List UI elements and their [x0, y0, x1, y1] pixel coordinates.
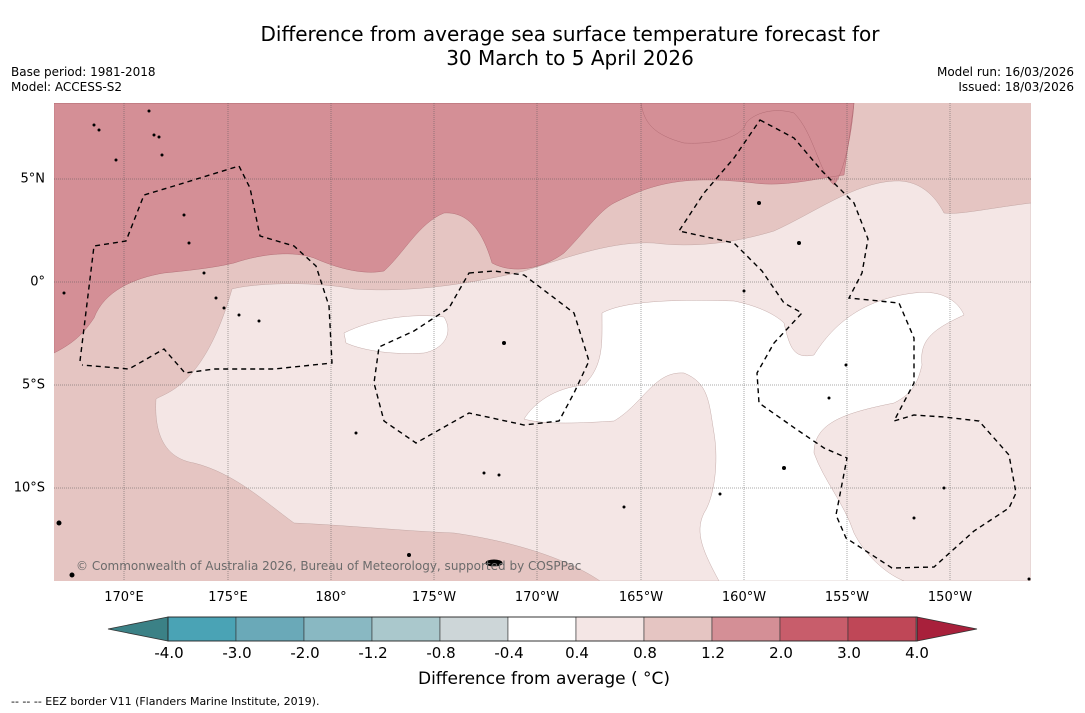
colorbar-segment	[847, 616, 917, 642]
lon-label: 175°E	[208, 590, 248, 605]
colorbar-segment	[711, 616, 781, 642]
title-line-1: Difference from average sea surface temp…	[260, 22, 880, 46]
lat-label: 0°	[30, 274, 45, 290]
colorbar-tick: -0.8	[426, 644, 456, 662]
title-line-2: 30 March to 5 April 2026	[446, 46, 694, 70]
graticule	[54, 103, 1031, 581]
colorbar-tick: 1.2	[701, 644, 725, 662]
eez-legend: -- -- -- EEZ border V11 (Flanders Marine…	[11, 695, 320, 708]
colorbar-segment	[303, 616, 373, 642]
colorbar-tick: 4.0	[905, 644, 929, 662]
colorbar-tick: 2.0	[769, 644, 793, 662]
lon-label: 165°W	[618, 590, 664, 605]
colorbar-label: Difference from average ( °C)	[417, 669, 671, 689]
eez-borders	[79, 119, 1017, 569]
colorbar-tick: -4.0	[154, 644, 184, 662]
colorbar-segment	[371, 616, 441, 642]
map-title: Difference from average sea surface temp…	[0, 22, 1085, 70]
model-run: Model run: 16/03/2026	[936, 65, 1074, 79]
lon-label: 155°W	[824, 590, 870, 605]
lon-label: 150°W	[927, 590, 973, 605]
model-name: Model: ACCESS-S2	[11, 80, 123, 94]
colorbar-tick: -1.2	[358, 644, 388, 662]
colorbar-segments	[167, 616, 917, 642]
sst-anomaly-map: © Commonwealth of Australia 2026, Bureau…	[54, 103, 1031, 581]
lon-label: 160°W	[721, 590, 767, 605]
colorbar	[107, 616, 978, 642]
colorbar-segment	[779, 616, 849, 642]
colorbar-tick: -0.4	[494, 644, 524, 662]
eez-border-tokelau	[373, 270, 590, 444]
colorbar-segment	[507, 616, 577, 642]
colorbar-tick: 0.8	[633, 644, 657, 662]
colorbar-tick: 3.0	[837, 644, 861, 662]
colorbar-segment	[575, 616, 645, 642]
lat-label: 10°S	[13, 480, 45, 496]
colorbar-tick: -3.0	[222, 644, 252, 662]
colorbar-segment	[439, 616, 509, 642]
issued-date: Issued: 18/03/2026	[958, 80, 1074, 94]
lon-label: 180°	[315, 590, 347, 605]
anomaly-region-0.4-below	[523, 292, 965, 581]
colorbar-tick: 0.4	[565, 644, 589, 662]
colorbar-extend-low	[107, 616, 169, 642]
base-period: Base period: 1981-2018	[11, 65, 156, 79]
lon-label: 170°W	[514, 590, 560, 605]
colorbar-segment	[235, 616, 305, 642]
map-credit: © Commonwealth of Australia 2026, Bureau…	[76, 559, 581, 573]
colorbar-segment	[167, 616, 237, 642]
islands	[56, 109, 1031, 581]
eez-border-line-islands	[677, 119, 1017, 569]
lat-label: 5°N	[20, 171, 46, 187]
lon-label: 175°W	[411, 590, 457, 605]
anomaly-region-1.2-2.0	[54, 103, 855, 354]
eez-border-kiribati-gilbert	[79, 165, 333, 374]
lon-label: 170°E	[104, 590, 144, 605]
colorbar-segment	[643, 616, 713, 642]
lat-label: 5°S	[21, 377, 45, 393]
meta-right: Model run: 16/03/2026 Issued: 18/03/2026	[937, 65, 1074, 95]
meta-left: Base period: 1981-2018 Model: ACCESS-S2	[11, 65, 156, 95]
colorbar-extend-high	[916, 616, 978, 642]
colorbar-tick: -2.0	[290, 644, 320, 662]
